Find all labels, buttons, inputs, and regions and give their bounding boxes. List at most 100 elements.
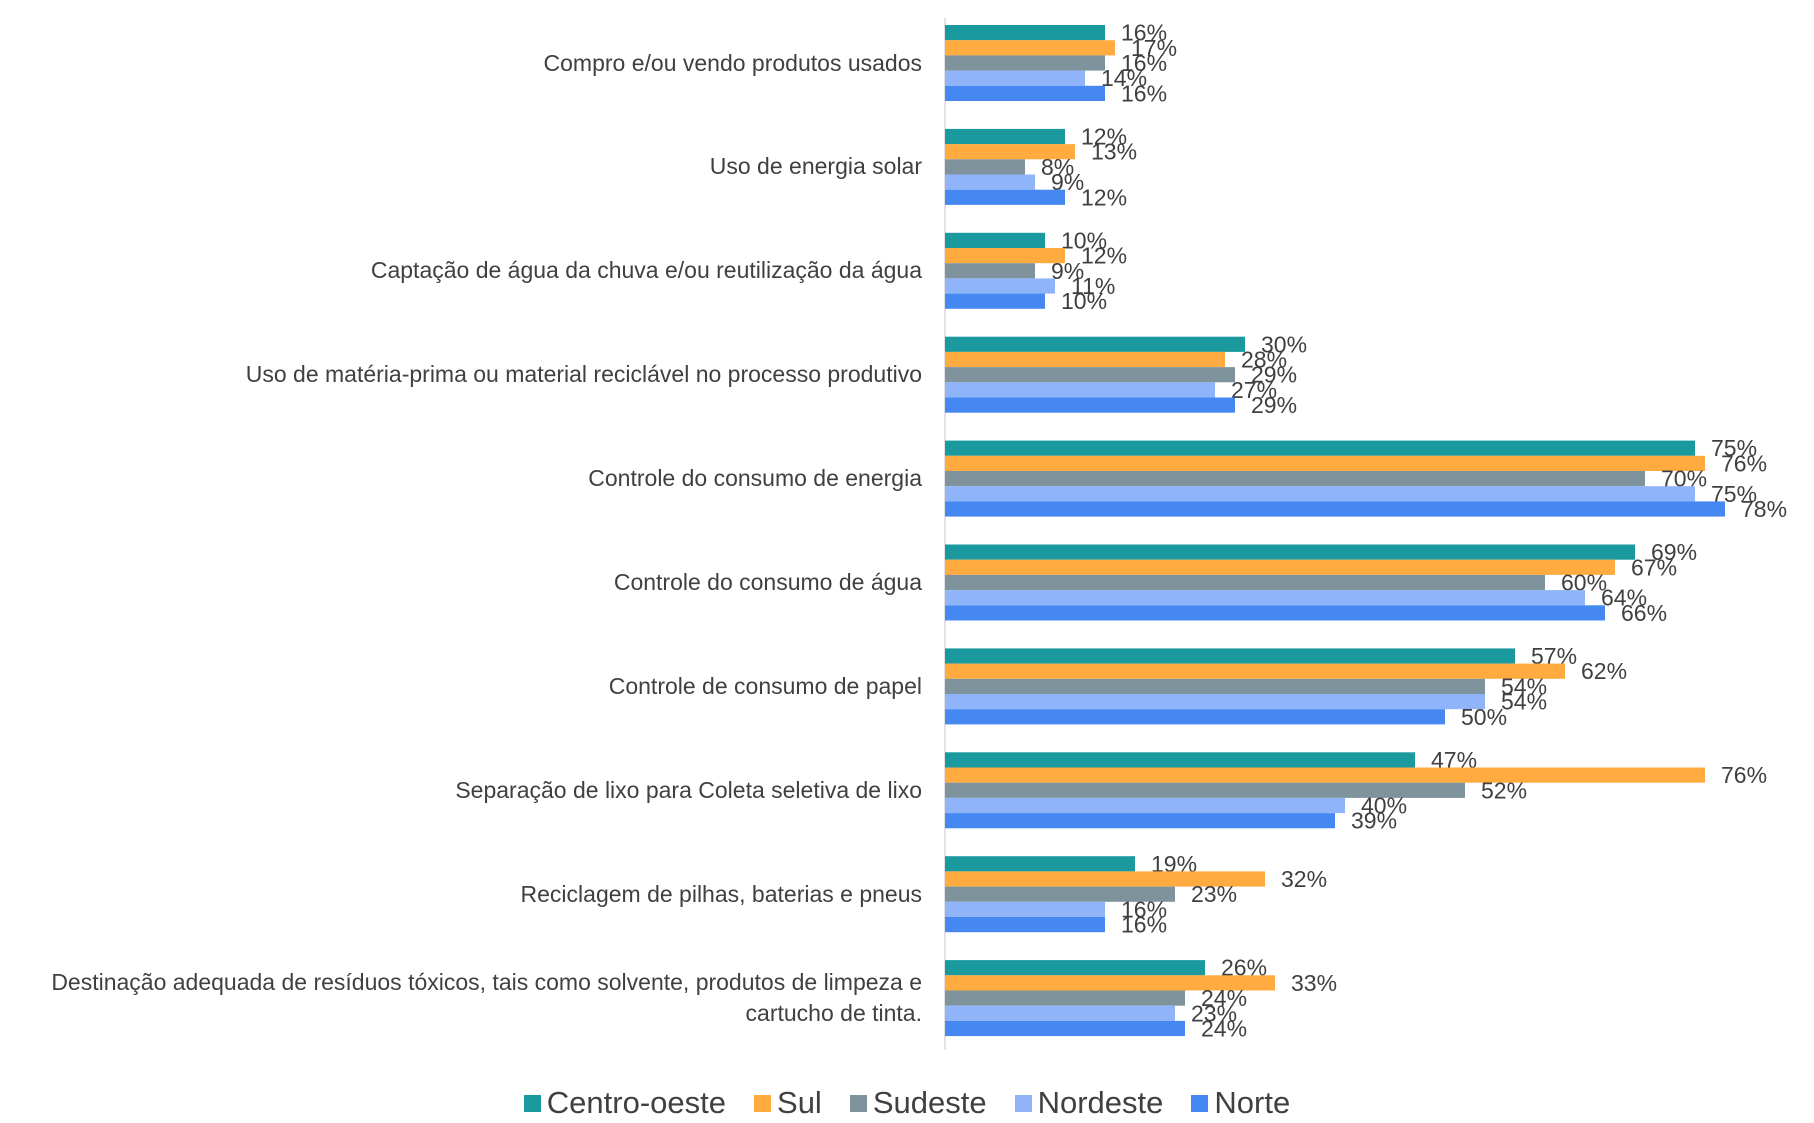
bar-centro-oeste <box>945 440 1695 456</box>
data-label: 10% <box>1061 288 1107 314</box>
data-label: 12% <box>1081 243 1127 269</box>
bar-norte <box>945 917 1105 933</box>
data-label: 16% <box>1121 896 1167 922</box>
data-label: 62% <box>1581 658 1627 684</box>
bar-sul <box>945 351 1225 368</box>
bar-norte <box>945 189 1065 205</box>
bar-sul <box>945 871 1265 887</box>
bar-nordeste <box>945 590 1585 606</box>
data-label: 54% <box>1501 673 1547 699</box>
data-label: 23% <box>1191 1000 1237 1026</box>
data-label: 10% <box>1061 227 1107 253</box>
bar-centro-oeste <box>945 752 1415 768</box>
bar-sudeste <box>945 574 1545 591</box>
bar-nordeste <box>945 278 1055 294</box>
bar-sul <box>945 40 1115 56</box>
bar-sudeste <box>945 782 1465 798</box>
bar-centro-oeste <box>945 856 1135 872</box>
data-label: 14% <box>1101 65 1147 91</box>
bar-sul <box>945 248 1065 264</box>
bar-norte <box>945 709 1445 725</box>
data-label: 32% <box>1281 866 1327 892</box>
data-label: 52% <box>1481 777 1527 803</box>
bar-nordeste <box>945 382 1215 398</box>
data-label: 69% <box>1651 539 1697 565</box>
data-label: 29% <box>1251 362 1297 388</box>
bar-nordeste <box>945 174 1035 190</box>
data-label: 23% <box>1191 881 1237 907</box>
bar-nordeste <box>945 694 1485 710</box>
bar-sul <box>945 144 1075 160</box>
legend-swatch <box>754 1094 772 1112</box>
data-label: 75% <box>1711 435 1757 461</box>
bar-norte <box>945 85 1105 101</box>
data-label: 78% <box>1741 496 1787 522</box>
bar-sul <box>945 663 1565 679</box>
legend: Centro-oeste Sul Sudeste Nordeste Norte <box>0 1083 1814 1123</box>
bar-centro-oeste <box>945 544 1635 560</box>
data-label: 13% <box>1091 139 1137 165</box>
bar-sudeste <box>945 367 1235 383</box>
data-label: 76% <box>1721 450 1767 476</box>
legend-label: Sul <box>777 1085 822 1120</box>
legend-label: Nordeste <box>1037 1085 1164 1120</box>
bar-centro-oeste <box>945 960 1205 976</box>
bar-nordeste <box>945 486 1695 502</box>
data-label: 16% <box>1121 20 1167 46</box>
bar-nordeste <box>945 1005 1175 1021</box>
data-label: 9% <box>1051 258 1084 284</box>
category-label: Separação de lixo para Coleta seletiva d… <box>455 776 922 803</box>
legend-swatch <box>1191 1094 1209 1112</box>
bar-norte <box>945 605 1605 621</box>
legend-label: Sudeste <box>872 1085 987 1120</box>
bar-sul <box>945 559 1615 575</box>
bar-centro-oeste <box>945 232 1045 248</box>
bar-sudeste <box>945 263 1035 279</box>
legend-swatch <box>523 1094 541 1112</box>
category-label: Controle de consumo de papel <box>608 672 922 699</box>
bar-sudeste <box>945 471 1645 487</box>
legend-item: Sudeste <box>849 1085 987 1121</box>
legend-item: Centro-oeste <box>523 1085 727 1121</box>
bar-norte <box>945 1020 1185 1037</box>
bar-chart: 16%17%16%14%16%12%13%8%9%12%10%12%9%11%1… <box>944 18 1787 1050</box>
data-label: 16% <box>1121 50 1167 76</box>
bar-nordeste <box>945 70 1085 86</box>
data-label: 40% <box>1361 793 1407 819</box>
bar-centro-oeste <box>945 648 1515 664</box>
data-label: 33% <box>1291 970 1337 996</box>
data-label: 54% <box>1501 689 1547 715</box>
category-label: Compro e/ou vendo produtos usados <box>543 49 922 76</box>
data-label: 29% <box>1251 392 1297 418</box>
data-label: 28% <box>1241 347 1287 373</box>
bar-norte <box>945 397 1235 413</box>
category-label: Captação de água da chuva e/ou reutiliza… <box>370 257 922 284</box>
category-label: Uso de energia solar <box>709 153 922 180</box>
category-label: Reciclagem de pilhas, baterias e pneus <box>520 880 922 907</box>
bar-nordeste <box>945 797 1345 814</box>
category-label: Controle do consumo de energia <box>588 465 922 492</box>
data-label: 39% <box>1351 808 1397 834</box>
bar-sul <box>945 455 1705 471</box>
data-label: 16% <box>1121 80 1167 106</box>
bar-norte <box>945 813 1335 829</box>
legend-label: Norte <box>1214 1085 1291 1120</box>
data-label: 30% <box>1261 331 1307 357</box>
legend-label: Centro-oeste <box>546 1085 727 1120</box>
bar-centro-oeste <box>945 336 1245 352</box>
category-label: Controle do consumo de água <box>613 569 922 595</box>
data-label: 11% <box>1071 273 1115 299</box>
data-label: 67% <box>1631 554 1677 580</box>
legend-swatch <box>1014 1094 1032 1112</box>
bar-sudeste <box>945 886 1175 902</box>
legend-item: Sul <box>754 1085 822 1121</box>
data-label: 27% <box>1231 377 1277 403</box>
data-label: 16% <box>1121 912 1167 938</box>
category-label: Uso de matéria-prima ou material reciclá… <box>245 361 922 388</box>
bar-sul <box>945 975 1275 991</box>
bar-norte <box>945 293 1045 309</box>
bar-centro-oeste <box>945 128 1065 145</box>
data-label: 12% <box>1081 124 1127 150</box>
legend-item: Nordeste <box>1014 1085 1164 1121</box>
data-label: 24% <box>1201 1016 1247 1042</box>
